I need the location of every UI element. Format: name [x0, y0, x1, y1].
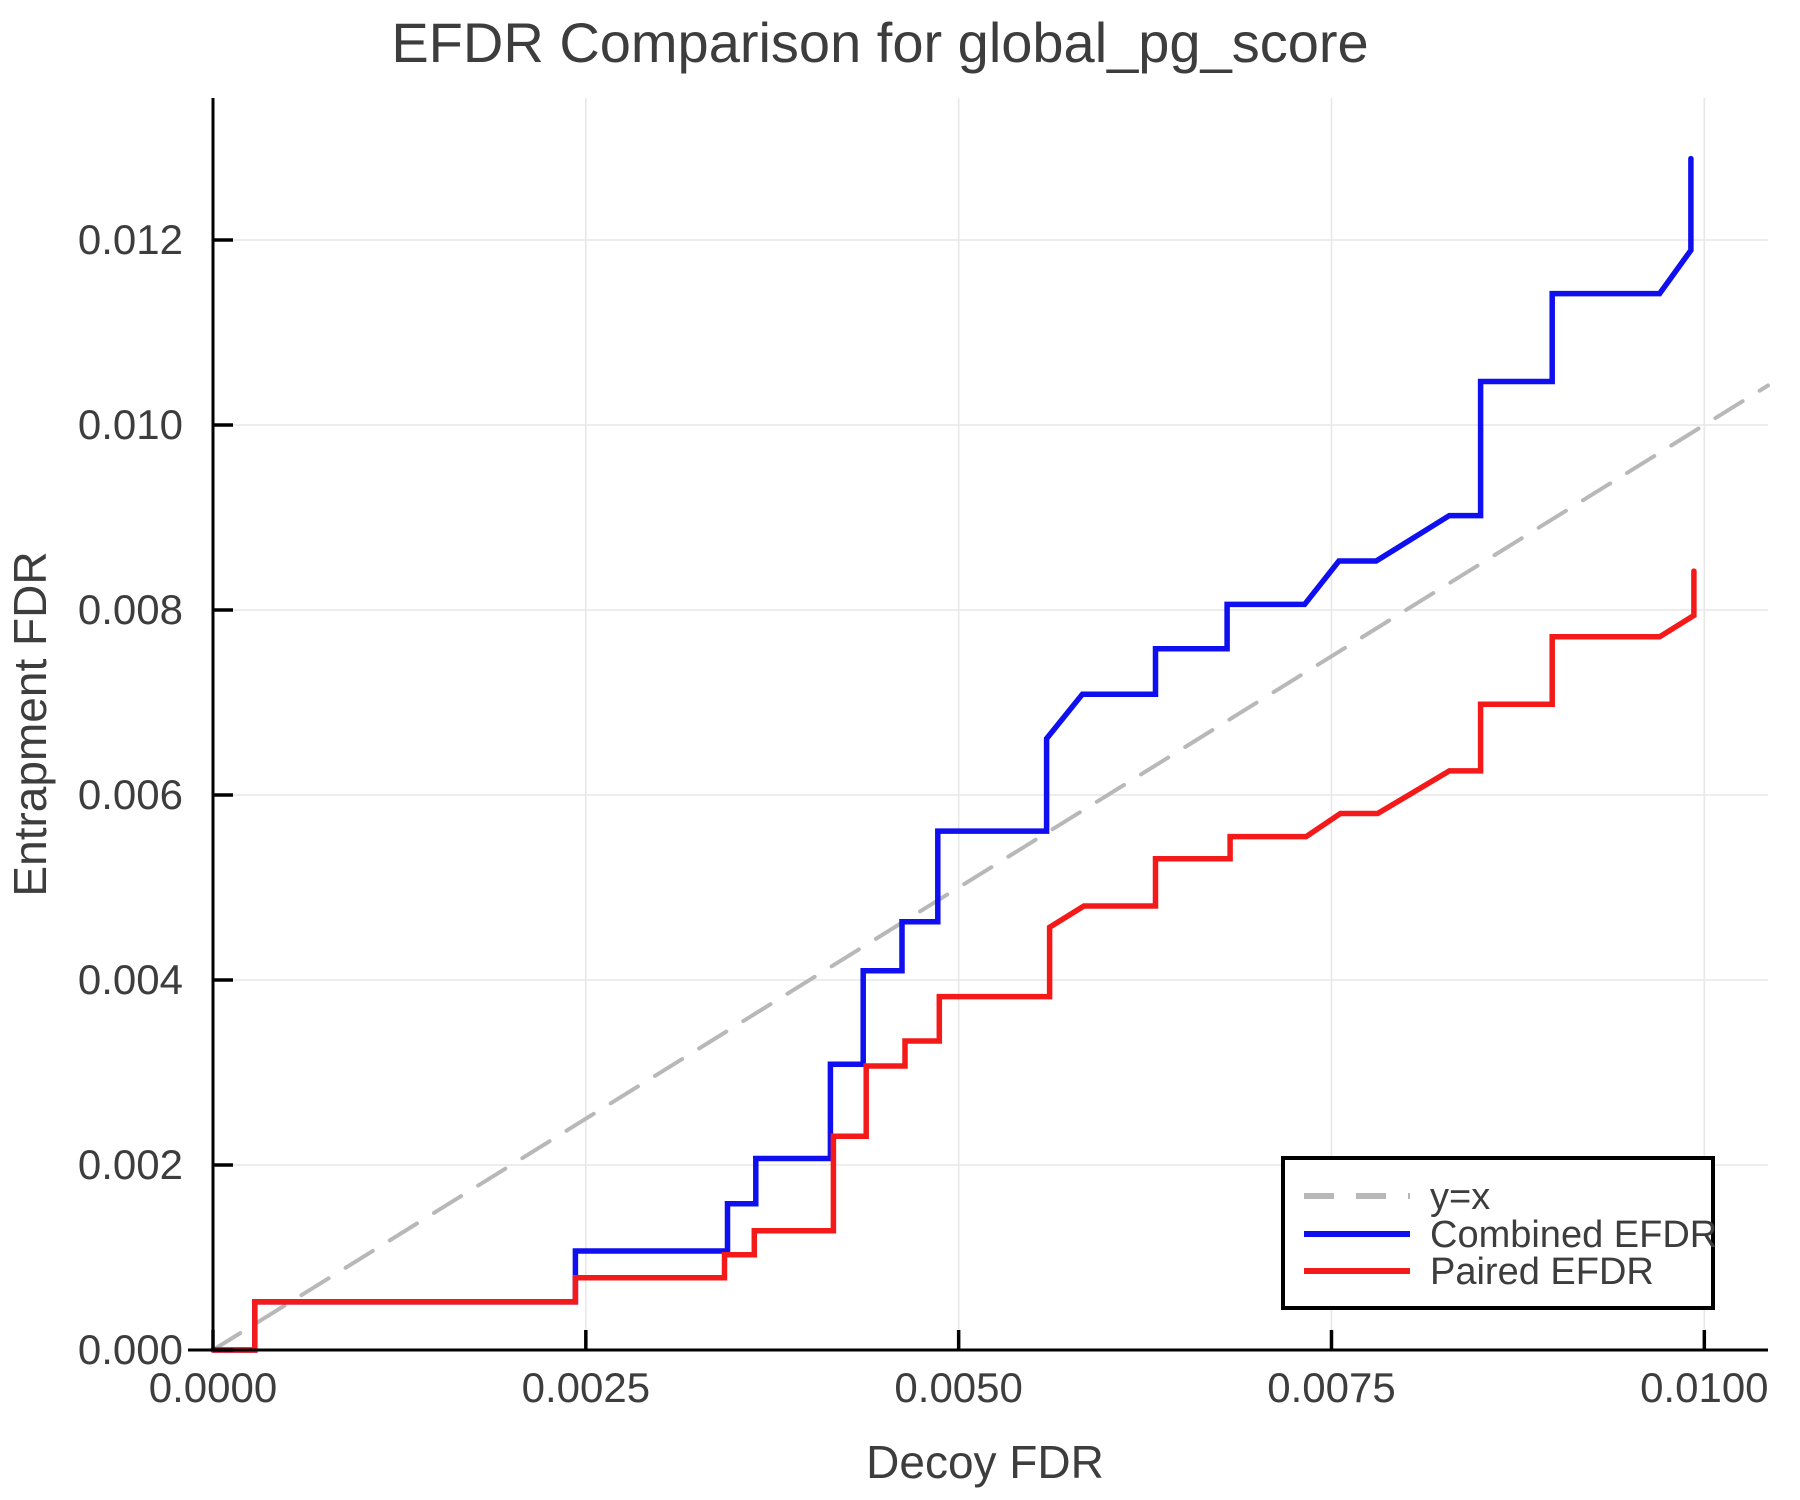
legend-label-yx: y=x	[1430, 1176, 1490, 1218]
series-line-combined-efdr	[210, 155, 1694, 1353]
legend-label-paired-efdr: Paired EFDR	[1430, 1251, 1654, 1293]
y-tick-label: 0.008	[78, 586, 183, 633]
x-axis-label: Decoy FDR	[866, 1436, 1104, 1488]
y-tick-label: 0.006	[78, 771, 183, 818]
grid-layer	[213, 98, 1768, 1350]
series-line-y-x	[211, 383, 1770, 1352]
tick-layer	[211, 238, 1707, 1352]
series-layer	[210, 155, 1770, 1353]
x-tick-label: 0.0025	[522, 1364, 650, 1411]
y-tick-label: 0.004	[78, 956, 183, 1003]
series-line-paired-efdr	[210, 568, 1697, 1353]
legend-label-combined-efdr: Combined EFDR	[1430, 1214, 1717, 1256]
y-tick-label: 0.000	[78, 1326, 183, 1373]
x-tick-label: 0.0050	[894, 1364, 1022, 1411]
chart-title: EFDR Comparison for global_pg_score	[391, 11, 1368, 74]
tick-label-layer: 0.0000 0.0025 0.0050 0.0075 0.0100 0.000 0.002…	[78, 216, 1769, 1411]
x-tick-label: 0.0075	[1267, 1364, 1395, 1411]
axes-layer	[188, 98, 1768, 1352]
x-tick-label: 0.0100	[1640, 1364, 1768, 1411]
y-tick-label: 0.012	[78, 216, 183, 263]
x-tick-label: 0.0000	[149, 1364, 277, 1411]
y-tick-label: 0.010	[78, 401, 183, 448]
y-tick-label: 0.002	[78, 1141, 183, 1188]
legend: y=x Combined EFDR Paired EFDR	[1281, 1156, 1717, 1310]
y-axis-label: Entrapment FDR	[4, 551, 56, 896]
